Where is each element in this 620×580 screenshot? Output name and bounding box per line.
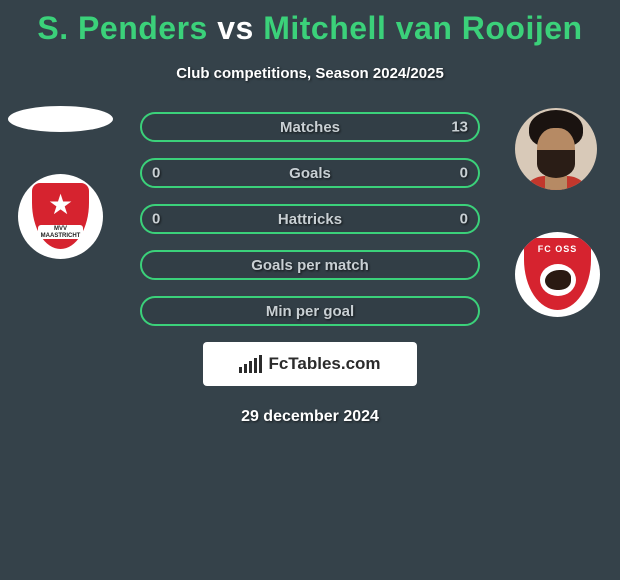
player1-photo-placeholder [8,106,113,132]
oss-text: FC OSS [524,244,591,254]
watermark-text: FcTables.com [268,354,380,374]
right-column: FC OSS [515,112,600,317]
stat-right-value: 0 [460,165,468,182]
stat-label: Matches [280,119,340,136]
stat-right-value: 13 [451,119,468,136]
player2-name: Mitchell van Rooijen [263,10,582,46]
stat-row: 0 Goals 0 [140,158,480,188]
bar-icon-segment [259,355,262,373]
bar-icon-segment [239,367,242,373]
comparison-title: S. Penders vs Mitchell van Rooijen [0,0,620,47]
star-icon: ★ [48,191,73,219]
mvv-crest: ★ MVV MAASTRICHT [32,183,89,249]
bull-icon [545,270,571,290]
player2-club-logo: FC OSS [515,232,600,317]
stat-row: Goals per match [140,250,480,280]
player1-name: S. Penders [37,10,207,46]
left-column: ★ MVV MAASTRICHT [8,112,113,259]
chart-icon [239,355,262,373]
stat-row: Min per goal [140,296,480,326]
bar-icon-segment [249,361,252,373]
oss-ball [540,264,576,296]
bar-icon-segment [244,364,247,373]
stats-table: Matches 13 0 Goals 0 0 Hattricks 0 Goals per mat… [140,112,480,326]
stat-left-value: 0 [152,211,160,228]
watermark: FcTables.com [203,342,417,386]
season-subtitle: Club competitions, Season 2024/2025 [0,65,620,82]
stat-left-value: 0 [152,165,160,182]
oss-crest: FC OSS [524,238,591,310]
player2-photo [515,108,597,190]
date-text: 29 december 2024 [0,408,620,426]
vs-text: vs [217,10,254,46]
stat-right-value: 0 [460,211,468,228]
content-area: ★ MVV MAASTRICHT FC OSS Matches130Goals0… [0,112,620,326]
stat-label: Goals per match [251,257,369,274]
player1-club-logo: ★ MVV MAASTRICHT [18,174,103,259]
bar-icon-segment [254,358,257,373]
stat-label: Goals [289,165,331,182]
mvv-banner: MVV MAASTRICHT [38,225,83,239]
stat-label: Hattricks [278,211,342,228]
stat-row: Matches 13 [140,112,480,142]
stat-label: Min per goal [266,303,354,320]
stat-row: 0 Hattricks 0 [140,204,480,234]
